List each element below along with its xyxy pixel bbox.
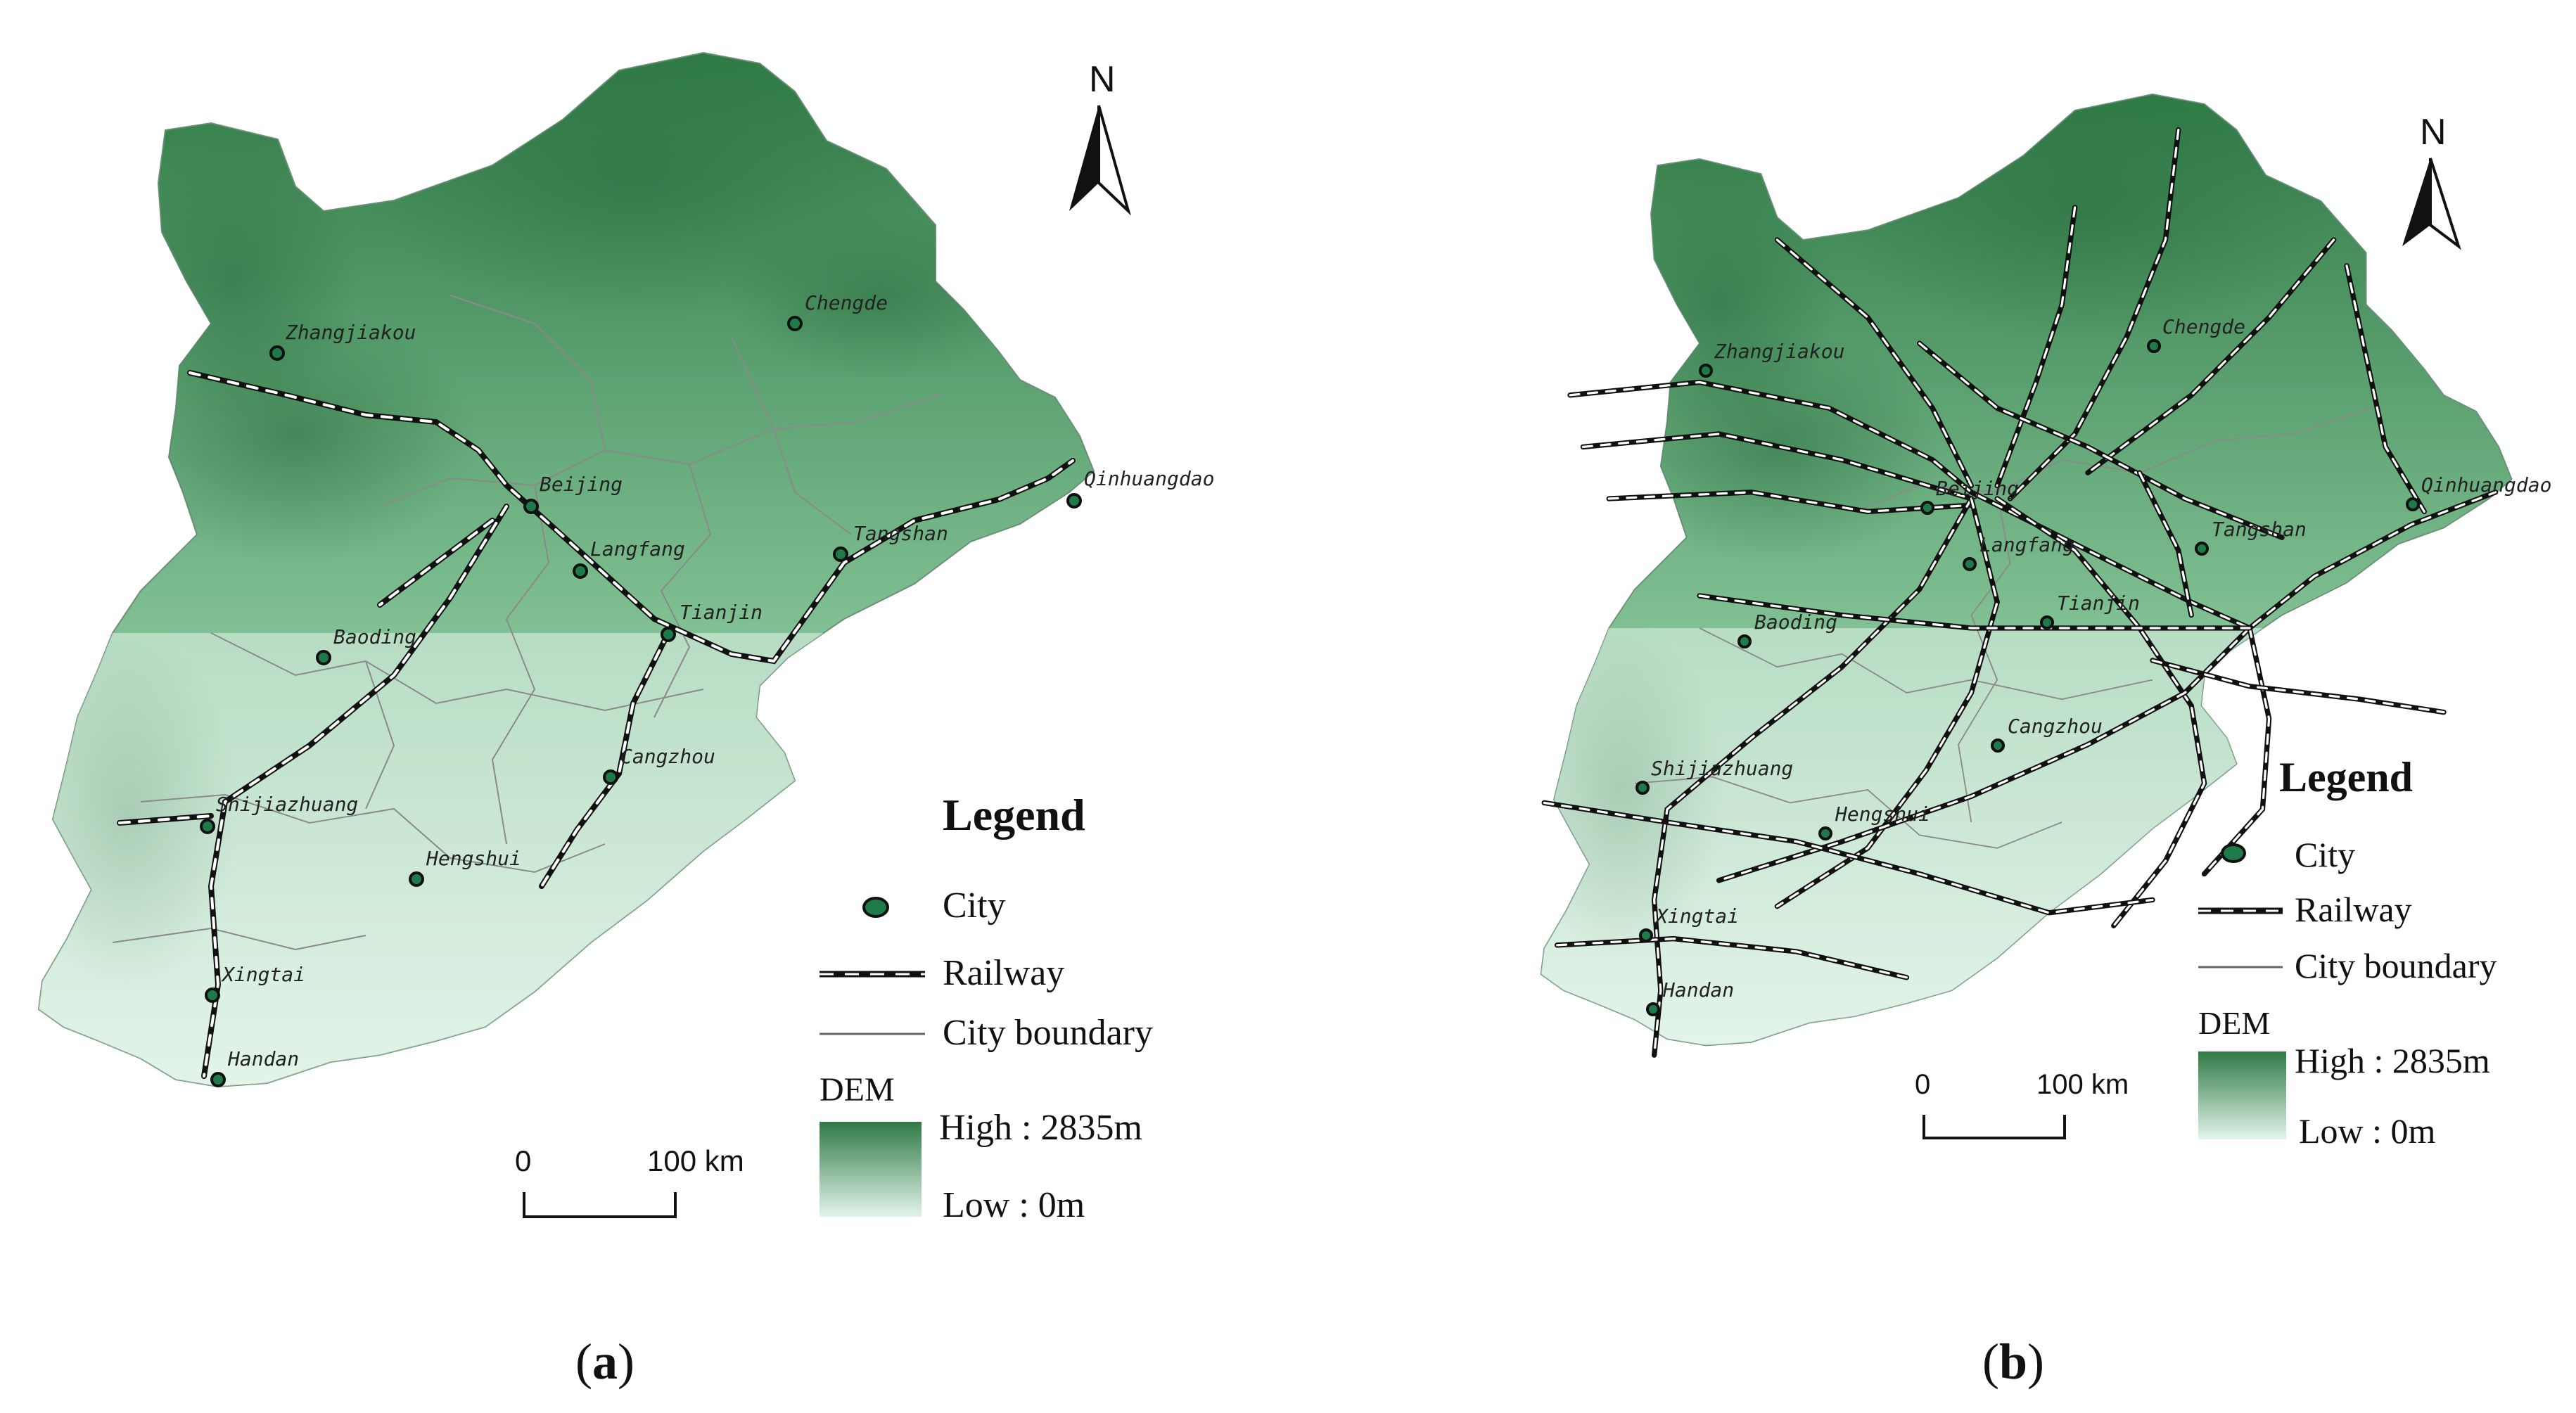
railway-network-b xyxy=(1541,127,2499,1058)
city-label-baoding: Baoding xyxy=(333,625,416,648)
city-marker-hengshui xyxy=(409,871,424,887)
city-label-tangshan: Tangshan xyxy=(853,522,948,545)
north-arrow-a: N xyxy=(1069,59,1131,216)
city-label-qinhuangdao: Qinhuangdao xyxy=(1084,467,1214,490)
caption-a: (a) xyxy=(575,1334,635,1390)
city-label-handan: Handan xyxy=(227,1047,299,1070)
city-label-hengshui: Hengshui xyxy=(1835,803,1930,826)
city-label-shijiazhuang: Shijiazhuang xyxy=(1651,757,1793,780)
city-marker-langfang xyxy=(1963,557,1977,571)
legend-title-b: Legend xyxy=(2279,754,2413,800)
city-label-qinhuangdao: Qinhuangdao xyxy=(2421,473,2551,497)
legend-high-b: High : 2835m xyxy=(2295,1041,2490,1080)
city-marker-beijing xyxy=(523,499,539,514)
cities-a: Zhangjiakou Chengde Beijing Qinhuangdao Lang… xyxy=(200,291,1214,1087)
city-marker-qinhuangdao xyxy=(1066,493,1082,509)
city-marker-zhangjiakou xyxy=(269,345,285,361)
city-marker-cangzhou xyxy=(1991,739,2005,753)
dem-ramp-b xyxy=(2198,1051,2286,1139)
legend-boundary-b: City boundary xyxy=(2295,946,2497,985)
dem-ramp xyxy=(820,1122,922,1217)
map-panel-a: Zhangjiakou Chengde Beijing Qinhuangdao Lang… xyxy=(38,52,1214,1390)
city-label-tianjin: Tianjin xyxy=(680,601,763,624)
city-label-hengshui: Hengshui xyxy=(426,847,521,870)
railway-network-a xyxy=(117,370,1076,1079)
legend-b: Legend City Railway City boundary DEM Hi… xyxy=(2198,754,2497,1151)
city-marker-baoding xyxy=(316,650,331,665)
legend-railway-b: Railway xyxy=(2295,890,2412,929)
city-marker-chengde xyxy=(2147,339,2161,353)
city-label-xingtai: Xingtai xyxy=(221,963,305,986)
city-marker-langfang xyxy=(573,563,588,579)
city-label-zhangjiakou: Zhangjiakou xyxy=(1714,340,1844,363)
city-label-cangzhou: Cangzhou xyxy=(620,745,715,768)
city-label-xingtai: Xingtai xyxy=(1654,904,1739,928)
city-marker-shijiazhuang xyxy=(200,819,215,834)
legend-low-b: Low : 0m xyxy=(2299,1111,2436,1151)
legend-city-b: City xyxy=(2295,835,2355,874)
legend-boundary: City boundary xyxy=(943,1013,1153,1053)
city-marker-chengde xyxy=(787,316,803,331)
city-marker-tangshan xyxy=(2195,542,2209,556)
city-label-cangzhou: Cangzhou xyxy=(2008,715,2103,738)
map-panel-b: Zhangjiakou Chengde Beijing Qinhuangdao Lang… xyxy=(1540,94,2551,1390)
city-label-baoding: Baoding xyxy=(1754,610,1837,634)
legend-dem: DEM xyxy=(820,1071,895,1108)
legend-dem-b: DEM xyxy=(2198,1005,2270,1041)
city-marker-xingtai xyxy=(205,987,220,1003)
scale-end-b: 100 km xyxy=(2036,1069,2129,1100)
north-arrow-icon-b xyxy=(2402,158,2430,246)
city-marker-baoding xyxy=(1737,634,1752,648)
legend-title: Legend xyxy=(943,790,1085,840)
caption-b: (b) xyxy=(1982,1334,2044,1390)
scale-end: 100 km xyxy=(647,1144,744,1177)
city-label-langfang: Langfang xyxy=(590,537,685,561)
city-label-handan: Handan xyxy=(1662,978,1734,1002)
north-arrow-icon xyxy=(1069,106,1099,211)
city-marker-cangzhou xyxy=(603,769,618,785)
city-marker-tianjin xyxy=(661,627,676,642)
scale-zero: 0 xyxy=(515,1144,531,1177)
city-marker-tangshan xyxy=(833,546,848,562)
city-label-beijing: Beijing xyxy=(1936,477,2019,500)
city-marker-zhangjiakou xyxy=(1699,364,1713,378)
legend-railway: Railway xyxy=(943,953,1064,993)
north-arrow-b: N xyxy=(2402,112,2461,250)
scale-zero-b: 0 xyxy=(1915,1069,1930,1100)
city-label-tianjin: Tianjin xyxy=(2057,592,2140,615)
cities-b: Zhangjiakou Chengde Beijing Qinhuangdao Lang… xyxy=(1635,315,2551,1016)
scale-line xyxy=(523,1192,677,1218)
region-map-b xyxy=(1540,94,2513,1058)
city-label-chengde: Chengde xyxy=(805,291,888,314)
north-label-b: N xyxy=(2420,112,2447,153)
legend-a: Legend City Railway City boundary DEM Hi… xyxy=(820,790,1153,1225)
legend-city: City xyxy=(943,885,1006,926)
city-marker-shijiazhuang xyxy=(1635,781,1650,795)
legend-high: High : 2835m xyxy=(939,1108,1142,1148)
city-symbol-icon-b xyxy=(2221,843,2246,863)
city-marker-handan xyxy=(1646,1002,1660,1016)
city-marker-qinhuangdao xyxy=(2406,497,2420,511)
north-label: N xyxy=(1089,59,1116,100)
city-label-shijiazhuang: Shijiazhuang xyxy=(216,793,358,816)
city-label-langfang: Langfang xyxy=(1979,533,2074,556)
city-marker-handan xyxy=(210,1072,226,1087)
city-label-beijing: Beijing xyxy=(540,473,623,496)
city-symbol-icon xyxy=(862,897,889,918)
scale-bar-a: 0 100 km xyxy=(515,1144,744,1218)
scale-bar-b: 0 100 km xyxy=(1915,1069,2129,1139)
city-label-zhangjiakou: Zhangjiakou xyxy=(285,321,416,344)
legend-low: Low : 0m xyxy=(943,1185,1085,1225)
city-marker-xingtai xyxy=(1639,928,1653,942)
city-label-tangshan: Tangshan xyxy=(2212,518,2307,541)
city-marker-tianjin xyxy=(2040,615,2054,629)
scale-line-b xyxy=(1923,1115,2066,1139)
city-marker-hengshui xyxy=(1818,826,1832,840)
city-label-chengde: Chengde xyxy=(2162,315,2245,338)
city-marker-beijing xyxy=(1920,501,1934,515)
